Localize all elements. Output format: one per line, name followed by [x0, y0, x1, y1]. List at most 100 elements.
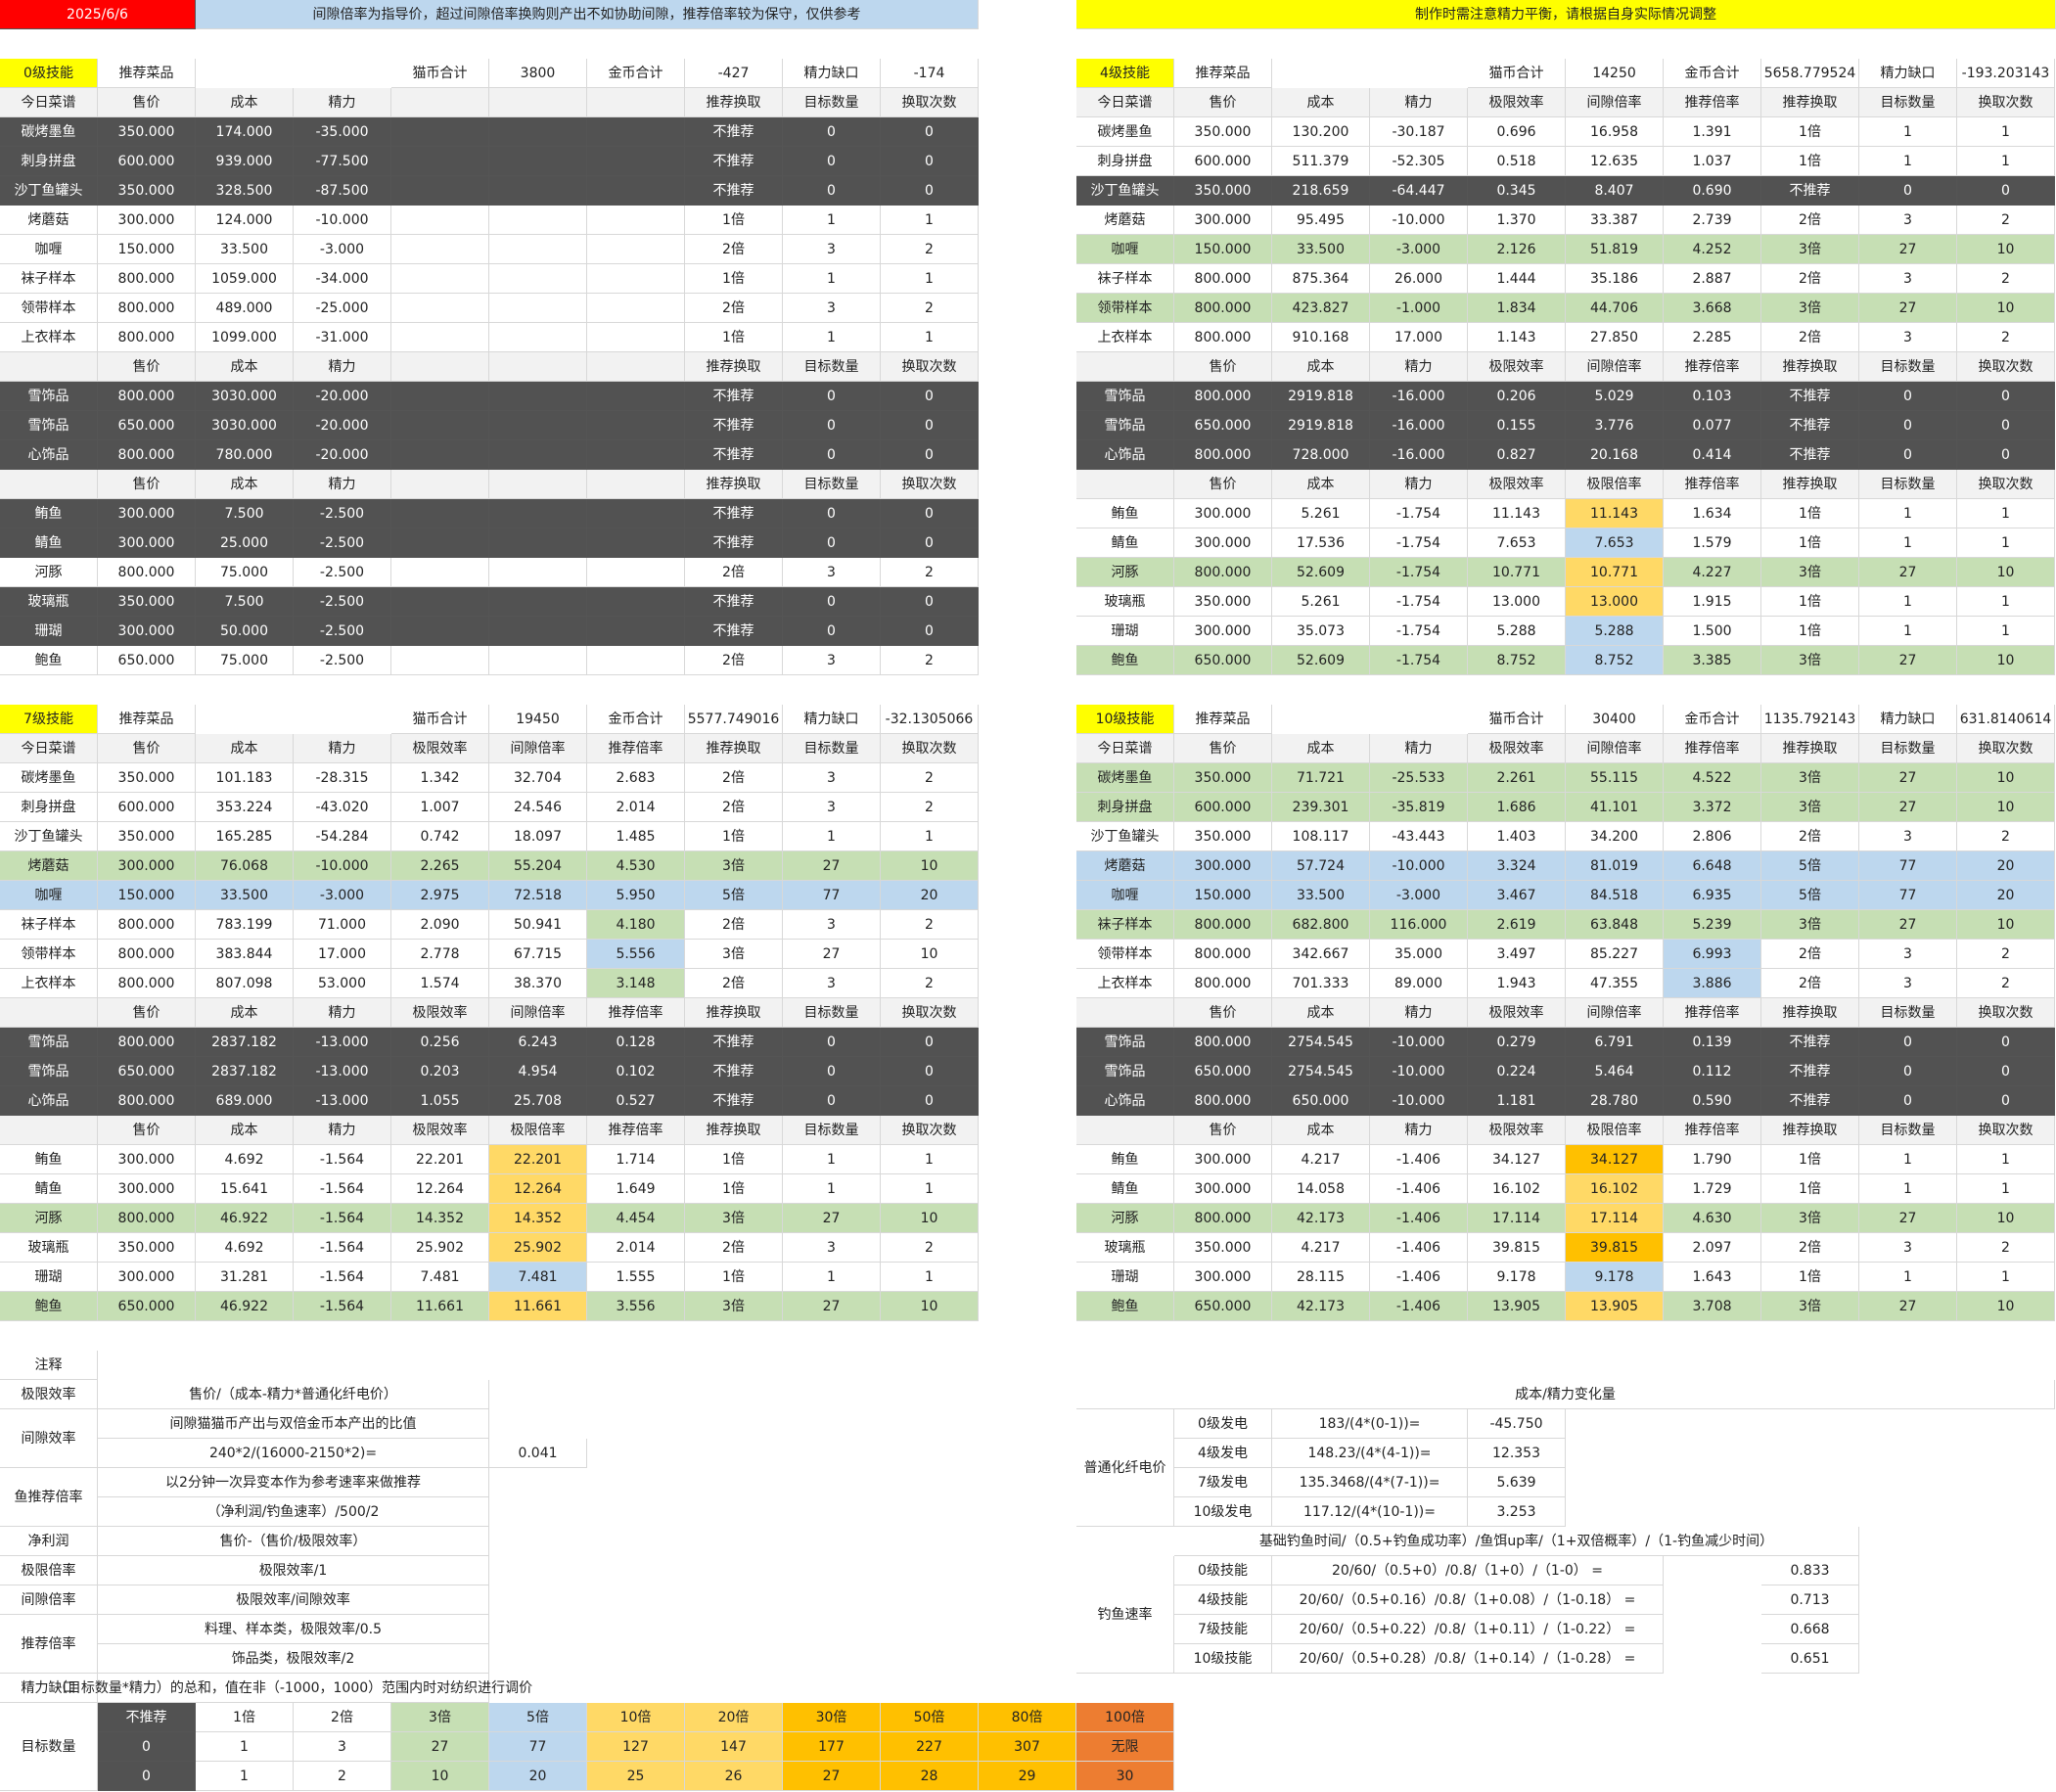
item-value[interactable]: 5倍 [1761, 851, 1859, 881]
item-value[interactable]: 3倍 [1761, 1292, 1859, 1321]
item-value[interactable]: 300.000 [1174, 499, 1272, 528]
item-value[interactable]: 0.102 [587, 1057, 685, 1086]
item-value[interactable] [391, 235, 489, 264]
note-term[interactable]: 推荐倍率 [0, 1615, 98, 1674]
item-value[interactable]: 10 [1957, 910, 2055, 940]
note-text[interactable]: 极限效率/1 [98, 1556, 489, 1585]
col-header[interactable]: 成本 [196, 88, 294, 117]
item-value[interactable]: 6.935 [1664, 881, 1761, 910]
item-value[interactable]: 650.000 [1174, 646, 1272, 675]
item-value[interactable]: 1 [881, 822, 979, 851]
electric-level[interactable]: 0级发电 [1174, 1409, 1272, 1439]
item-value[interactable]: 1 [783, 1145, 881, 1174]
item-value[interactable]: 650.000 [98, 1292, 196, 1321]
item-value[interactable]: 27 [783, 1204, 881, 1233]
item-value[interactable]: 34.127 [1468, 1145, 1566, 1174]
item-value[interactable]: 1倍 [685, 206, 783, 235]
item-value[interactable]: 50.941 [489, 910, 587, 940]
fish-formula-row[interactable]: 20/60/（0.5+0.16）/0.8/（1+0.08）/（1-0.18） = [1272, 1585, 1664, 1615]
item-name[interactable]: 袜子样本 [1076, 910, 1174, 940]
item-name[interactable]: 玻璃瓶 [0, 1233, 98, 1263]
item-value[interactable]: 44.706 [1566, 294, 1664, 323]
item-value[interactable]: 2.739 [1664, 206, 1761, 235]
item-value[interactable]: 3.708 [1664, 1292, 1761, 1321]
col-header[interactable] [0, 998, 98, 1028]
col-header[interactable]: 推荐倍率 [1664, 88, 1761, 117]
item-name[interactable]: 烤蘑菇 [1076, 206, 1174, 235]
item-value[interactable]: 1 [1859, 528, 1957, 558]
legend-head[interactable]: 50倍 [881, 1703, 979, 1732]
item-value[interactable]: 1.649 [587, 1174, 685, 1204]
col-header[interactable]: 极限倍率 [489, 1116, 587, 1145]
col-header[interactable]: 精力 [294, 998, 391, 1028]
col-header[interactable]: 极限效率 [1468, 352, 1566, 382]
item-value[interactable]: 2 [1957, 206, 2055, 235]
item-value[interactable]: 650.000 [1174, 411, 1272, 440]
col-header[interactable]: 间隙倍率 [1566, 352, 1664, 382]
item-value[interactable]: 350.000 [98, 117, 196, 147]
item-name[interactable]: 玻璃瓶 [0, 587, 98, 617]
item-value[interactable]: 2 [881, 646, 979, 675]
item-value[interactable]: 10.771 [1566, 558, 1664, 587]
item-value[interactable]: 35.000 [1370, 940, 1468, 969]
col-header[interactable]: 精力 [294, 88, 391, 117]
item-value[interactable]: 1 [1859, 499, 1957, 528]
item-value[interactable]: 0 [783, 1086, 881, 1116]
item-value[interactable]: 1 [783, 1263, 881, 1292]
item-name[interactable]: 鲭鱼 [1076, 1174, 1174, 1204]
item-value[interactable]: 350.000 [1174, 587, 1272, 617]
col-header[interactable]: 间隙倍率 [1566, 88, 1664, 117]
item-value[interactable]: -64.447 [1370, 176, 1468, 206]
item-value[interactable]: 1倍 [685, 1263, 783, 1292]
item-name[interactable]: 心饰品 [0, 440, 98, 470]
electric-value[interactable]: 3.253 [1468, 1497, 1566, 1527]
item-value[interactable]: 1.686 [1468, 793, 1566, 822]
col-header[interactable]: 售价 [98, 352, 196, 382]
panel-tag[interactable]: 4级技能 [1076, 59, 1174, 88]
item-value[interactable]: -1.406 [1370, 1174, 1468, 1204]
item-value[interactable]: 3倍 [1761, 646, 1859, 675]
item-value[interactable]: 不推荐 [1761, 382, 1859, 411]
item-value[interactable]: 0 [1859, 382, 1957, 411]
item-value[interactable]: 3倍 [1761, 235, 1859, 264]
col-header[interactable] [0, 1116, 98, 1145]
item-value[interactable] [391, 176, 489, 206]
item-value[interactable]: 353.224 [196, 793, 294, 822]
item-value[interactable]: 2倍 [685, 646, 783, 675]
note-text[interactable]: 料理、样本类，极限效率/0.5 [98, 1615, 489, 1644]
item-value[interactable]: 6.791 [1566, 1028, 1664, 1057]
item-value[interactable]: 0.279 [1468, 1028, 1566, 1057]
item-value[interactable]: -20.000 [294, 411, 391, 440]
item-value[interactable]: 0 [881, 147, 979, 176]
item-value[interactable]: 85.227 [1566, 940, 1664, 969]
col-header[interactable]: 间隙倍率 [1566, 998, 1664, 1028]
item-value[interactable] [391, 411, 489, 440]
item-value[interactable]: 2.806 [1664, 822, 1761, 851]
item-value[interactable]: 0 [881, 1057, 979, 1086]
col-header[interactable]: 换取次数 [1957, 998, 2055, 1028]
item-value[interactable]: 800.000 [1174, 323, 1272, 352]
legend-times[interactable]: 10 [391, 1762, 489, 1791]
item-value[interactable]: 2 [881, 969, 979, 998]
item-value[interactable]: 0 [881, 411, 979, 440]
item-value[interactable]: 300.000 [98, 528, 196, 558]
electric-level[interactable]: 10级发电 [1174, 1497, 1272, 1527]
item-name[interactable]: 珊瑚 [1076, 617, 1174, 646]
item-value[interactable]: 2倍 [685, 793, 783, 822]
item-value[interactable]: -20.000 [294, 382, 391, 411]
label-energy-gap[interactable]: 精力缺口 [1859, 705, 1957, 734]
item-value[interactable]: 不推荐 [685, 382, 783, 411]
item-value[interactable]: 0.077 [1664, 411, 1761, 440]
banner-left[interactable]: 间隙倍率为指导价，超过间隙倍率换购则产出不如协助间隙，推荐倍率较为保守，仅供参考 [196, 0, 979, 29]
col-header[interactable]: 极限效率 [391, 1116, 489, 1145]
item-value[interactable]: 2 [881, 793, 979, 822]
item-value[interactable]: -1.564 [294, 1263, 391, 1292]
item-value[interactable]: 1 [1859, 147, 1957, 176]
col-header[interactable]: 精力 [1370, 352, 1468, 382]
item-value[interactable]: 27 [1859, 1292, 1957, 1321]
note-text[interactable]: （目标数量*精力）的总和，值在非（-1000，1000）范围内时对纺织进行调价 [54, 1674, 532, 1703]
item-name[interactable]: 碳烤墨鱼 [1076, 763, 1174, 793]
item-value[interactable]: 25.902 [391, 1233, 489, 1263]
item-value[interactable]: -43.443 [1370, 822, 1468, 851]
item-value[interactable]: 800.000 [1174, 1028, 1272, 1057]
